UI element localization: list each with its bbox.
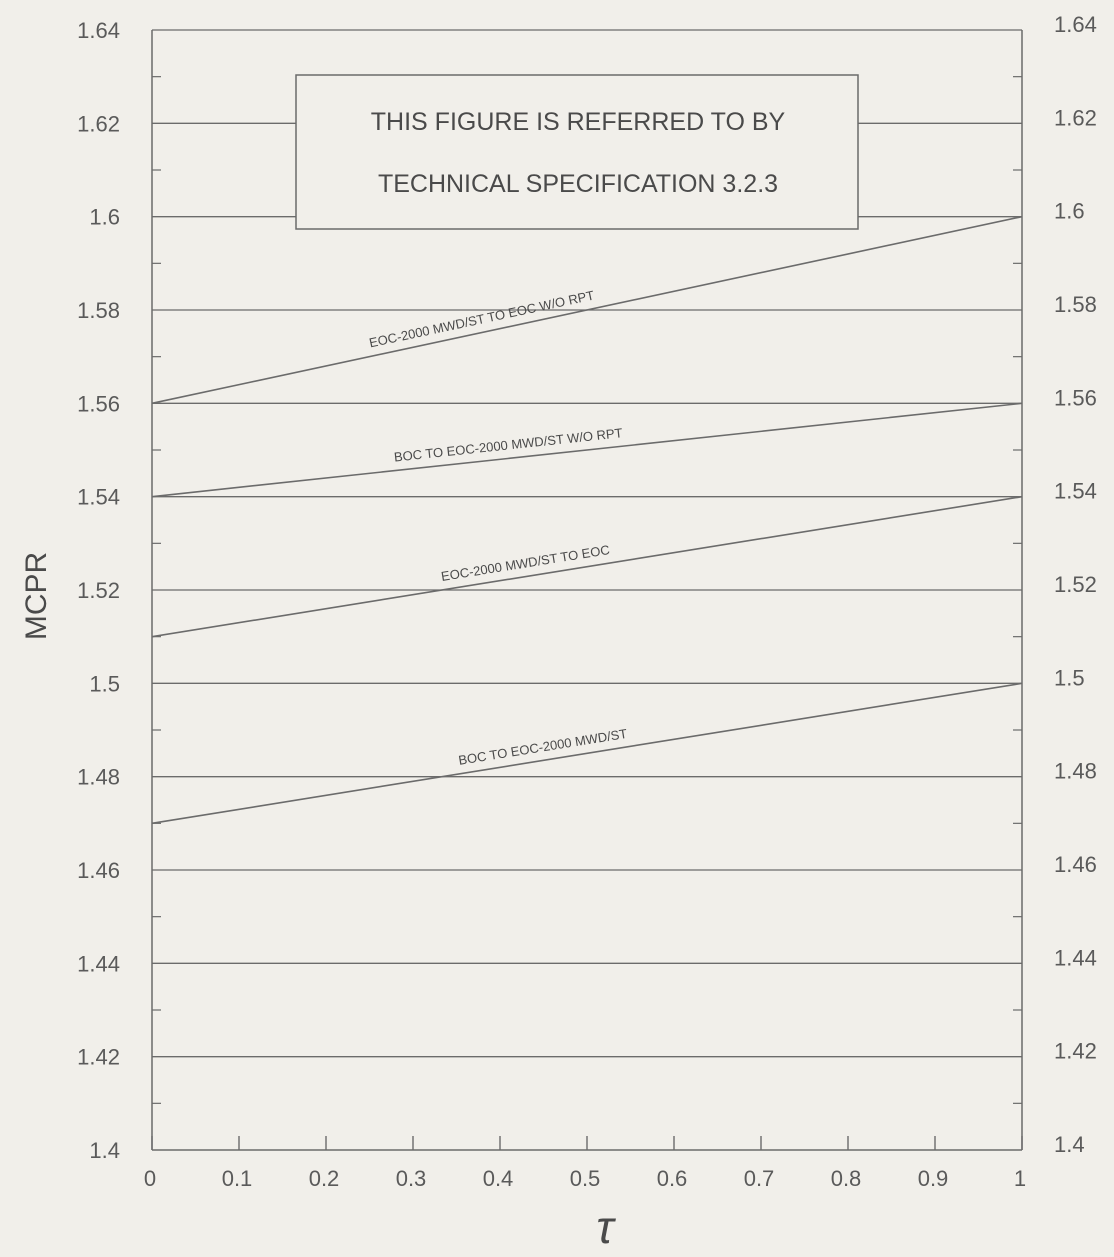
- y-tick-label-left-3: 1.46: [77, 858, 120, 883]
- y-tick-label-right-12: 1.64: [1054, 12, 1097, 37]
- x-tick-label-8: 0.8: [831, 1166, 862, 1191]
- x-tick-label-2: 0.2: [309, 1166, 340, 1191]
- y-tick-label-left-1: 1.42: [77, 1045, 120, 1070]
- y-tick-label-left-5: 1.5: [89, 671, 120, 696]
- y-tick-label-left-4: 1.48: [77, 765, 120, 790]
- x-tick-label-4: 0.4: [483, 1166, 514, 1191]
- axis-ticks: [151, 76, 1023, 1150]
- y-tick-label-left-2: 1.44: [77, 951, 120, 976]
- annotation-line-1: THIS FIGURE IS REFERRED TO BY: [371, 108, 786, 136]
- y-tick-label-left-12: 1.64: [77, 18, 120, 43]
- x-tick-label-0: 0: [144, 1166, 156, 1191]
- series-lines: [151, 215, 1023, 825]
- y-tick-label-left-6: 1.52: [77, 578, 120, 603]
- y-tick-label-left-7: 1.54: [77, 485, 120, 510]
- annotation-frame: [295, 74, 859, 230]
- y-tick-label-right-0: 1.4: [1054, 1132, 1085, 1157]
- y-tick-label-right-5: 1.5: [1054, 665, 1085, 690]
- y-tick-label-left-8: 1.56: [77, 391, 120, 416]
- annotation-box: THIS FIGURE IS REFERRED TO BY TECHNICAL …: [295, 74, 859, 230]
- y-tick-labels-right: 1.4 1.42 1.44 1.46 1.48 1.5 1.52 1.54 1.56 1.58 1.…: [1054, 12, 1097, 1157]
- y-tick-label-right-11: 1.62: [1054, 105, 1097, 130]
- y-tick-label-right-1: 1.42: [1054, 1039, 1097, 1064]
- x-tick-label-5: 0.5: [570, 1166, 601, 1191]
- x-tick-label-7: 0.7: [744, 1166, 775, 1191]
- y-tick-label-left-0: 1.4: [89, 1138, 120, 1163]
- x-tick-label-9: 0.9: [918, 1166, 949, 1191]
- series-line-2: [151, 495, 1023, 638]
- y-tick-label-right-4: 1.48: [1054, 759, 1097, 784]
- y-tick-labels-left: 1.4 1.42 1.44 1.46 1.48 1.5 1.52 1.54 1.56 1.58 1.…: [77, 18, 120, 1163]
- y-tick-label-left-11: 1.62: [77, 111, 120, 136]
- y-tick-label-right-9: 1.58: [1054, 292, 1097, 317]
- series-line-1: [151, 402, 1023, 498]
- y-tick-label-right-3: 1.46: [1054, 852, 1097, 877]
- y-tick-label-left-9: 1.58: [77, 298, 120, 323]
- x-axis-title: τ: [596, 1201, 616, 1253]
- series-line-0: [151, 215, 1023, 405]
- x-tick-label-6: 0.6: [657, 1166, 688, 1191]
- annotation-line-2: TECHNICAL SPECIFICATION 3.2.3: [378, 170, 778, 198]
- x-tick-label-3: 0.3: [396, 1166, 427, 1191]
- y-tick-label-right-2: 1.44: [1054, 945, 1097, 970]
- y-tick-label-right-6: 1.52: [1054, 572, 1097, 597]
- x-tick-label-10: 1: [1014, 1166, 1026, 1191]
- y-tick-label-right-7: 1.54: [1054, 479, 1097, 504]
- y-axis-title: MCPR: [20, 552, 53, 640]
- y-tick-label-left-10: 1.6: [89, 205, 120, 230]
- x-tick-label-1: 0.1: [222, 1166, 253, 1191]
- series-line-3: [151, 682, 1023, 825]
- y-tick-label-right-10: 1.6: [1054, 199, 1085, 224]
- y-tick-label-right-8: 1.56: [1054, 385, 1097, 410]
- x-tick-labels: 0 0.1 0.2 0.3 0.4 0.5 0.6 0.7 0.8 0.9 1: [144, 1166, 1026, 1191]
